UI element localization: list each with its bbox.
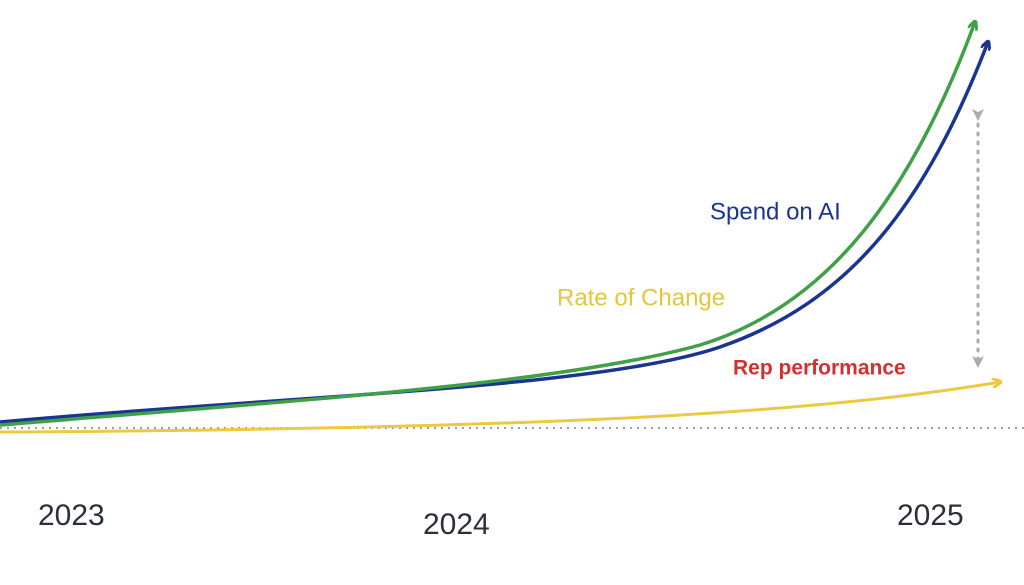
- rep-performance-curve: [0, 382, 1000, 434]
- spend-curve: [0, 42, 988, 424]
- year-label: 2023: [38, 499, 105, 532]
- year-label: 2025: [897, 499, 964, 532]
- rep-label: Rep performance: [733, 357, 906, 380]
- spend-label: Spend on AI: [710, 198, 841, 225]
- rate-curve: [0, 22, 975, 427]
- year-label: 2024: [423, 508, 490, 541]
- rate-label: Rate of Change: [557, 284, 725, 311]
